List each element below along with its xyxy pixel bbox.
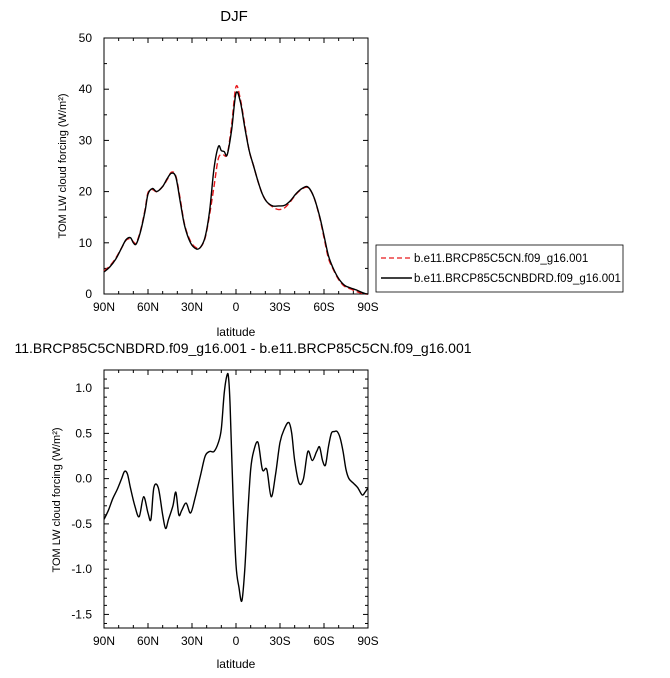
top-y-tick-label: 20 xyxy=(79,185,93,199)
bottom-x-tick-label: 90N xyxy=(93,634,115,648)
top-y-tick-label: 10 xyxy=(79,236,93,250)
bottom-x-tick-label: 30N xyxy=(181,634,203,648)
bottom-x-tick-label: 90S xyxy=(357,634,378,648)
top-y-axis-label: TOM LW cloud forcing (W/m²) xyxy=(57,93,69,238)
legend-entry-1: b.e11.BRCP85C5CN.f09_g16.001 xyxy=(414,253,588,265)
bottom-y-tick-label: -1.0 xyxy=(71,562,92,576)
top-x-tick-label: 0 xyxy=(233,300,240,314)
bottom-x-tick-label: 60N xyxy=(137,634,159,648)
bottom-y-tick-label: 1.0 xyxy=(75,381,92,395)
bottom-x-axis: 90N 60N 30N 0 30S 60S 90S xyxy=(93,370,379,648)
bottom-x-axis-label: latitude xyxy=(217,657,256,671)
top-series-line-2 xyxy=(103,91,369,295)
bottom-y-axis-label: TOM LW cloud forcing (W/m²) xyxy=(51,427,63,572)
top-y-axis: 0 10 20 30 40 50 xyxy=(79,31,368,301)
top-x-axis-label: latitude xyxy=(217,325,256,339)
top-chart-title: DJF xyxy=(220,8,248,25)
bottom-series xyxy=(103,372,369,603)
bottom-chart-title: 11.BRCP85C5CNBDRD.f09_g16.001 - b.e11.BR… xyxy=(14,340,471,356)
top-panel: DJF 90N 60N 30N 0 30S 60S 90S 0 10 20 30 40 50 lati… xyxy=(57,8,379,339)
bottom-x-tick-label: 60S xyxy=(313,634,334,648)
top-x-tick-label: 90N xyxy=(93,300,115,314)
legend-box xyxy=(375,244,624,293)
bottom-x-tick-label: 0 xyxy=(233,634,240,648)
top-y-tick-label: 40 xyxy=(79,82,93,96)
legend: b.e11.BRCP85C5CN.f09_g16.001 b.e11.BRCP8… xyxy=(375,244,624,293)
top-y-tick-label: 0 xyxy=(85,287,92,301)
top-x-tick-label: 90S xyxy=(357,300,378,314)
bottom-y-tick-label: -0.5 xyxy=(71,517,92,531)
legend-entry-2: b.e11.BRCP85C5CNBDRD.f09_g16.001 xyxy=(414,273,621,285)
top-series xyxy=(103,85,369,295)
bottom-y-axis: -1.5 -1.0 -0.5 0.0 0.5 1.0 xyxy=(71,369,368,624)
top-x-tick-label: 60N xyxy=(137,300,159,314)
bottom-panel: 11.BRCP85C5CNBDRD.f09_g16.001 - b.e11.BR… xyxy=(14,340,471,671)
top-series-line-1 xyxy=(103,85,369,295)
bottom-y-tick-label: 0.0 xyxy=(75,472,92,486)
bottom-y-tick-label: -1.5 xyxy=(71,607,92,621)
top-y-tick-label: 50 xyxy=(79,31,93,45)
bottom-series-line-1 xyxy=(103,372,369,603)
top-x-axis: 90N 60N 30N 0 30S 60S 90S xyxy=(93,38,379,314)
top-y-tick-label: 30 xyxy=(79,133,93,147)
top-x-tick-label: 30N xyxy=(181,300,203,314)
top-x-tick-label: 60S xyxy=(313,300,334,314)
bottom-plot-frame xyxy=(103,369,369,629)
bottom-y-tick-label: 0.5 xyxy=(75,426,92,440)
top-x-tick-label: 30S xyxy=(269,300,290,314)
bottom-x-tick-label: 30S xyxy=(269,634,290,648)
